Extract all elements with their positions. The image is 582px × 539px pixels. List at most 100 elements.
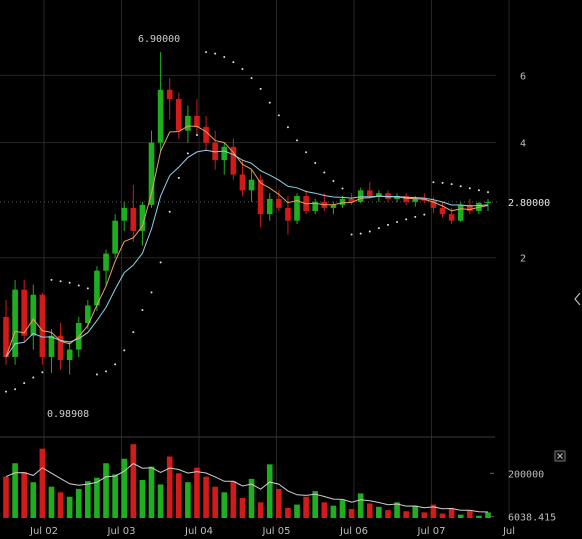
sar-dot: [59, 280, 62, 283]
ema-slow-line: [5, 149, 489, 358]
sar-dot: [487, 191, 489, 194]
sar-dot: [259, 87, 262, 90]
sar-dot: [86, 287, 89, 290]
sar-dot: [223, 55, 226, 58]
sar-dot: [114, 363, 117, 366]
volume-bar: [112, 474, 118, 518]
candle-body: [39, 294, 46, 357]
volume-bar: [339, 500, 346, 518]
candle-body: [430, 200, 437, 208]
resize-handle[interactable]: [574, 292, 581, 306]
volume-bar: [466, 510, 473, 518]
candle-body: [148, 142, 155, 205]
last-price-marker: 2.80000: [508, 198, 550, 209]
sar-dot: [14, 388, 17, 391]
volume-bar: [366, 503, 373, 518]
volume-bar: [394, 502, 400, 518]
low-annotation: 0.98908: [47, 409, 89, 420]
sar-dot: [441, 181, 444, 184]
sar-dot: [232, 61, 235, 64]
sar-dot: [268, 101, 271, 104]
candle-body: [376, 193, 382, 197]
candle-body: [294, 196, 300, 221]
candle-body: [57, 335, 64, 361]
candle-body: [257, 179, 264, 215]
sar-dot: [105, 370, 108, 373]
sar-dot: [195, 133, 198, 136]
candle-body: [439, 207, 446, 215]
volume-bar: [330, 505, 337, 518]
volume-bar: [476, 515, 482, 518]
sar-dot: [468, 187, 471, 190]
volume-bar: [412, 505, 419, 518]
candles: [3, 52, 491, 375]
time-tick-label: Jul 07: [417, 526, 446, 537]
close-volume-panel-button[interactable]: [554, 450, 566, 462]
candle-body: [485, 201, 491, 204]
sar-dot: [314, 161, 317, 164]
sar-dot: [186, 152, 189, 155]
candle-body: [212, 142, 218, 161]
close-icon[interactable]: [557, 453, 563, 459]
sar-dot: [477, 189, 480, 192]
volume-bar: [321, 502, 328, 518]
candle-body: [21, 289, 28, 336]
volume-bar: [239, 497, 246, 518]
sar-dot: [23, 382, 26, 385]
sar-dot: [305, 151, 308, 154]
volume-bar: [385, 510, 391, 518]
volume-bar: [66, 496, 73, 518]
candle-body: [139, 204, 146, 231]
time-tick-label: Jul: [502, 526, 515, 537]
volume-bar: [3, 476, 9, 518]
candle-body: [185, 115, 191, 131]
sar-dot: [414, 215, 417, 218]
candle-body: [248, 179, 255, 191]
chevron-left-icon[interactable]: [574, 292, 581, 306]
sar-dot: [450, 183, 453, 186]
sar-dot: [296, 139, 299, 142]
volume-bar: [485, 512, 491, 518]
candle-body: [85, 305, 91, 323]
candle-body: [3, 316, 9, 357]
volume-bar: [294, 504, 300, 518]
candle-body: [194, 115, 200, 127]
candle-body: [203, 126, 209, 143]
sar-dot: [95, 373, 98, 376]
candle-body: [221, 146, 228, 161]
time-tick-label: Jul 06: [339, 526, 368, 537]
sar-dot: [214, 52, 217, 55]
price-tick-label: 2: [520, 254, 526, 265]
sar-dot: [341, 187, 344, 190]
volume-bar: [85, 481, 91, 518]
sar-dot: [132, 331, 135, 334]
volume-bar: [139, 480, 146, 518]
sar-dot: [41, 371, 44, 374]
volume-bars: [3, 444, 491, 518]
candle-body: [175, 99, 182, 131]
sar-dot: [159, 261, 162, 264]
time-tick-label: Jul 05: [262, 526, 291, 537]
candle-body: [266, 198, 273, 215]
sar-dot: [323, 171, 326, 174]
volume-tick-label: 6038.415: [508, 513, 556, 524]
volume-bar: [276, 488, 282, 518]
volume-axis: 200000 6038.415: [490, 469, 556, 524]
candle-body: [66, 349, 73, 361]
volume-bar: [185, 482, 191, 518]
candle-body: [30, 294, 37, 336]
sar-dot: [205, 51, 208, 54]
price-axis: 2 4 6: [520, 71, 526, 264]
candle-body: [12, 289, 18, 357]
volume-bar: [348, 509, 355, 518]
candle-body: [166, 89, 173, 100]
volume-bar: [94, 477, 100, 518]
candle-body: [285, 207, 291, 221]
candle-body: [130, 207, 137, 231]
candle-body: [412, 198, 419, 202]
candle-body: [457, 204, 464, 221]
volume-ma-line: [5, 462, 489, 513]
volume-bar: [257, 502, 264, 518]
volume-bar: [221, 492, 228, 518]
